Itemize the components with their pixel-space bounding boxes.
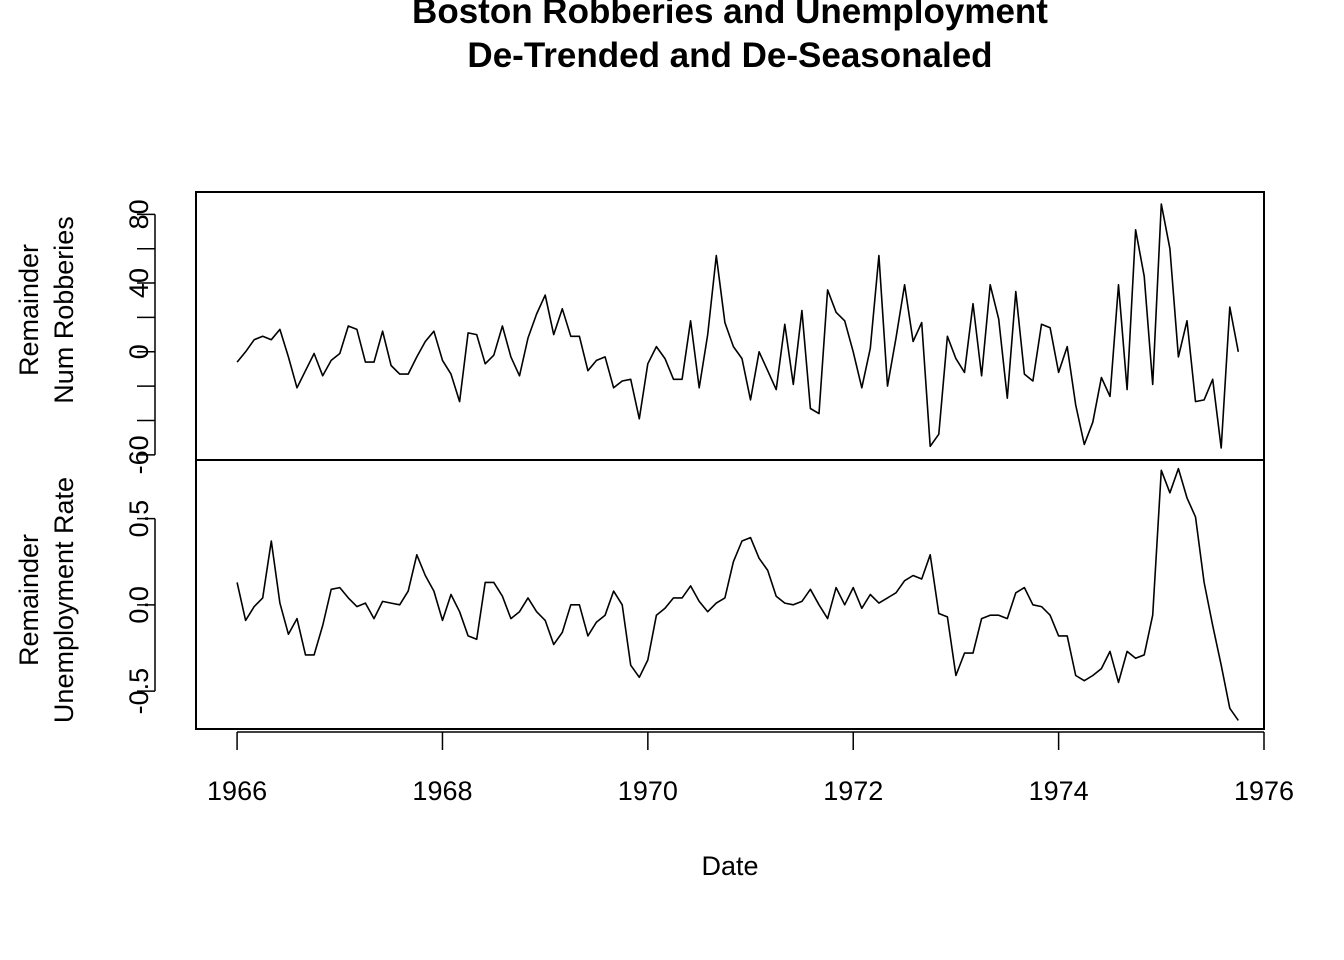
robberies-y-tick-label: 80	[124, 199, 154, 229]
x-tick-label-1974: 1974	[1029, 776, 1089, 806]
unemployment-ylabel-line-2: Unemployment Rate	[49, 477, 79, 723]
unemployment-ylabel-line-1: Remainder	[14, 534, 44, 666]
unemployment-y-tick-label: -0.5	[124, 668, 154, 715]
unemployment-y-tick-label: 0.0	[124, 586, 154, 624]
x-tick-label-1966: 1966	[207, 776, 267, 806]
panel-robberies: Remainder Num Robberies -60 0 40 80	[14, 199, 1240, 474]
robberies-series-line	[236, 203, 1240, 449]
x-tick-label-1976: 1976	[1234, 776, 1294, 806]
panel-unemployment: Remainder Unemployment Rate -0.5 0.0 0.5	[14, 467, 1239, 723]
chart-title-line-2: De-Trended and De-Seasonaled	[467, 36, 993, 75]
robberies-y-tick-label: -60	[124, 435, 154, 474]
robberies-ylabel-line-2: Num Robberies	[49, 216, 79, 404]
x-axis: 1966 1968 1970 1972 1974 1976	[207, 731, 1294, 806]
unemployment-y-tick-label: 0.5	[124, 500, 154, 538]
x-axis-label: Date	[701, 851, 758, 881]
robberies-ylabel-line-1: Remainder	[14, 244, 44, 376]
robberies-y-tick-label: 0	[124, 344, 154, 359]
robberies-y-axis: -60 0 40 80	[124, 199, 156, 474]
x-tick-label-1968: 1968	[412, 776, 472, 806]
x-tick-label-1972: 1972	[823, 776, 883, 806]
unemployment-series-line	[236, 467, 1239, 721]
unemployment-y-axis: -0.5 0.0 0.5	[124, 500, 156, 715]
x-tick-label-1970: 1970	[618, 776, 678, 806]
chart-title-line-1: Boston Robberies and Unemployment	[412, 0, 1048, 31]
robberies-y-tick-label: 40	[124, 268, 154, 298]
